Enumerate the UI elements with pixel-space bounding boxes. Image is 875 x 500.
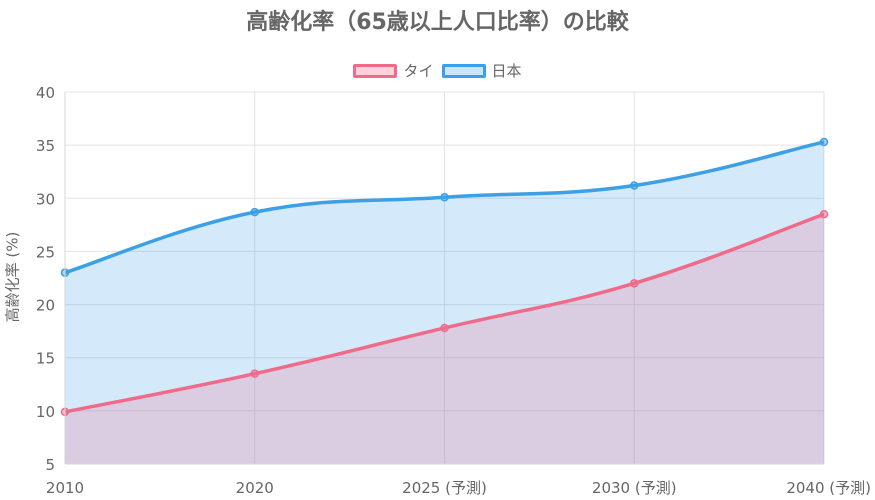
legend: タイ 日本 <box>0 60 875 81</box>
data-point-japan-3 <box>630 181 639 190</box>
legend-swatch-thailand <box>353 63 398 78</box>
x-tick-label: 2040 (予測) <box>786 479 871 497</box>
y-tick-label: 10 <box>36 403 55 421</box>
y-tick-label: 35 <box>36 137 55 155</box>
data-point-thailand-4 <box>819 209 829 219</box>
legend-swatch-japan <box>441 63 486 78</box>
area-fill-thailand <box>65 214 824 464</box>
series-line-japan <box>64 140 825 275</box>
data-point-thailand-3 <box>630 279 639 288</box>
data-point-japan-2 <box>440 192 449 202</box>
x-tick-label: 2010 <box>46 479 84 497</box>
data-point-japan-4 <box>819 137 829 147</box>
legend-item-japan[interactable]: 日本 <box>441 60 522 81</box>
data-point-japan-1 <box>250 207 259 217</box>
area-fill-japan <box>65 141 824 464</box>
data-point-thailand-1 <box>250 369 259 378</box>
y-tick-label: 5 <box>45 456 55 474</box>
legend-label-japan: 日本 <box>491 62 522 80</box>
y-tick-label: 20 <box>36 297 55 315</box>
chart-title: 高齢化率（65歳以上人口比率）の比較 <box>246 10 629 35</box>
series-line-thailand <box>64 212 825 414</box>
x-tick-label: 2020 <box>236 479 274 497</box>
legend-item-thailand[interactable]: タイ <box>353 60 434 81</box>
y-tick-label: 30 <box>36 190 55 208</box>
y-tick-label: 40 <box>36 84 55 102</box>
legend-label-thailand: タイ <box>403 62 434 80</box>
y-tick-label: 15 <box>36 350 55 368</box>
x-tick-label: 2030 (予測) <box>592 479 677 497</box>
x-tick-label: 2025 (予測) <box>402 479 487 497</box>
data-point-thailand-2 <box>440 323 449 333</box>
y-tick-label: 25 <box>36 243 55 261</box>
